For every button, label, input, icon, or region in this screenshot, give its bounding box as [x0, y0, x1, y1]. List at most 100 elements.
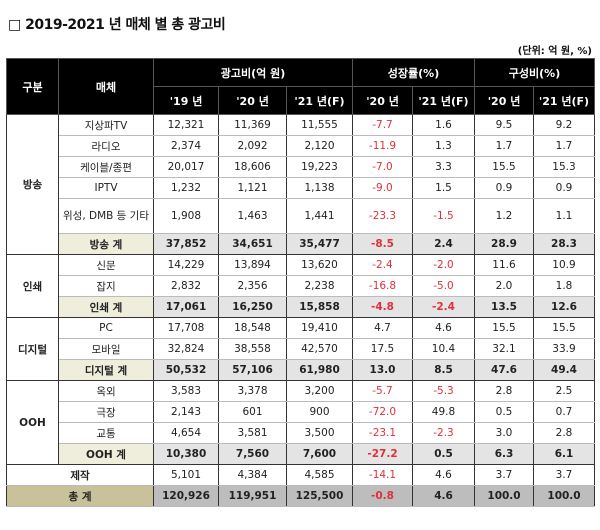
value-cell: 1.8 [533, 275, 595, 297]
value-cell: -5.0 [412, 275, 475, 297]
table-row: 모바일 32,824 38,558 42,570 17.5 10.4 32.1 33.9 [7, 338, 595, 360]
subtotal-row: 디지털 계 50,532 57,106 61,980 13.0 8.5 47.6 49.4 [7, 359, 595, 381]
table-row: 극장 2,143 601 900 -72.0 49.8 0.5 0.7 [7, 401, 595, 423]
value-cell: 42,570 [286, 338, 353, 360]
table-row: OOH 옥외 3,583 3,378 3,200 -5.7 -5.3 2.8 2.5 [6, 380, 595, 465]
value-cell: 15,858 [286, 296, 353, 318]
value-cell: 28.9 [474, 233, 534, 255]
value-cell: 32.1 [474, 338, 534, 360]
table-row: 디지털 PC 17,708 18,548 19,410 4.7 4.6 15.5 15.5 [6, 317, 595, 381]
value-cell: 2,143 [153, 401, 219, 423]
value-cell: 47.6 [474, 359, 534, 381]
value-cell: 13,620 [286, 254, 353, 276]
subheader-2: '21 년(F) [286, 86, 353, 115]
value-cell: 1,232 [153, 177, 219, 199]
table-row: 케이블/종편 20,017 18,606 19,223 -7.0 3.3 15.5 15.3 [7, 156, 595, 178]
subheader-0: '19 년 [153, 86, 219, 115]
value-cell: 7,600 [286, 443, 353, 465]
value-cell: 1.7 [533, 135, 595, 157]
value-cell: -14.1 [352, 464, 413, 486]
value-cell: 19,223 [286, 156, 353, 178]
value-cell: 100.0 [533, 485, 595, 507]
value-cell: 3.7 [474, 464, 534, 486]
value-cell: -2.4 [412, 296, 475, 318]
value-cell: 2.0 [474, 275, 534, 297]
value-cell: 2.8 [533, 422, 595, 444]
value-cell: 3,500 [286, 422, 353, 444]
value-cell: 18,548 [218, 317, 287, 339]
value-cell: 1,138 [286, 177, 353, 199]
media-label: 극장 [58, 401, 154, 423]
unit-note: (단위: 억 원, %) [517, 46, 592, 57]
value-cell: 3,583 [153, 380, 219, 402]
value-cell: 13,894 [218, 254, 287, 276]
value-cell: 4,654 [153, 422, 219, 444]
media-label: PC [58, 317, 154, 339]
value-cell: 19,410 [286, 317, 353, 339]
header-media: 매체 [58, 58, 154, 115]
value-cell: 1.2 [474, 198, 534, 234]
value-cell: 15.5 [474, 156, 534, 178]
value-cell: 119,951 [218, 485, 287, 507]
subheader-3: '20 년 [352, 86, 413, 115]
value-cell: 1.6 [412, 114, 475, 136]
media-label: 라디오 [58, 135, 154, 157]
ad-spend-table: 구분 매체 광고비(억 원) 성장률(%) 구성비(%) '19 년 '20 년 '… [6, 58, 595, 507]
document-title: □ 2019-2021 년 매체 별 총 광고비 [8, 17, 226, 33]
value-cell: -16.8 [352, 275, 413, 297]
subheader-4: '21 년(F) [412, 86, 475, 115]
value-cell: 17,061 [153, 296, 219, 318]
value-cell: -23.3 [352, 198, 413, 234]
group-label: OOH [6, 380, 59, 465]
value-cell: -4.8 [352, 296, 413, 318]
value-cell: 6.1 [533, 443, 595, 465]
value-cell: 10.9 [533, 254, 595, 276]
media-label: 교통 [58, 422, 154, 444]
value-cell: 12,321 [153, 114, 219, 136]
value-cell: -5.7 [352, 380, 413, 402]
subheader-5: '20 년 [474, 86, 534, 115]
value-cell: 57,106 [218, 359, 287, 381]
value-cell: -0.8 [352, 485, 413, 507]
table-row: 위성, DMB 등 기타 1,908 1,463 1,441 -23.3 -1.5 1.2 1… [7, 198, 595, 234]
media-label: IPTV [58, 177, 154, 199]
value-cell: 12.6 [533, 296, 595, 318]
value-cell: 601 [218, 401, 287, 423]
value-cell: 11,555 [286, 114, 353, 136]
value-cell: 11,369 [218, 114, 287, 136]
subtotal-row: 인쇄 계 17,061 16,250 15,858 -4.8 -2.4 13.5 12.6 [7, 296, 595, 318]
value-cell: 1,463 [218, 198, 287, 234]
value-cell: 17,708 [153, 317, 219, 339]
value-cell: 2,356 [218, 275, 287, 297]
value-cell: -7.7 [352, 114, 413, 136]
media-label: 인쇄 계 [58, 296, 154, 318]
value-cell: 6.3 [474, 443, 534, 465]
subtotal-row: 방송 계 37,852 34,651 35,477 -8.5 2.4 28.9 28.3 [7, 233, 595, 255]
value-cell: 4.7 [352, 317, 413, 339]
value-cell: 3.3 [412, 156, 475, 178]
value-cell: 4,585 [286, 464, 353, 486]
media-label: 총 계 [6, 485, 154, 507]
value-cell: 50,532 [153, 359, 219, 381]
value-cell: 2.5 [533, 380, 595, 402]
value-cell: 13.5 [474, 296, 534, 318]
table-row: 방송 지상파TV 12,321 11,369 11,555 -7.7 1.6 9.5 9.2 [6, 114, 595, 255]
group-label: 디지털 [6, 317, 59, 381]
value-cell: 2.8 [474, 380, 534, 402]
value-cell: 15.5 [474, 317, 534, 339]
value-cell: 18,606 [218, 156, 287, 178]
value-cell: 11.6 [474, 254, 534, 276]
value-cell: -8.5 [352, 233, 413, 255]
value-cell: -2.4 [352, 254, 413, 276]
table-row: 잡지 2,832 2,356 2,238 -16.8 -5.0 2.0 1.8 [7, 275, 595, 297]
value-cell: 9.2 [533, 114, 595, 136]
production-row: 제작 5,101 4,384 4,585 -14.1 4.6 3.7 3.7 [6, 464, 595, 486]
value-cell: -5.3 [412, 380, 475, 402]
value-cell: 38,558 [218, 338, 287, 360]
value-cell: 1.1 [533, 198, 595, 234]
value-cell: 17.5 [352, 338, 413, 360]
grand-total-row: 총 계 120,926 119,951 125,500 -0.8 4.6 100.0 100.… [6, 485, 595, 507]
table-row: 라디오 2,374 2,092 2,120 -11.9 1.3 1.7 1.7 [7, 135, 595, 157]
value-cell: 1.5 [412, 177, 475, 199]
value-cell: 10.4 [412, 338, 475, 360]
